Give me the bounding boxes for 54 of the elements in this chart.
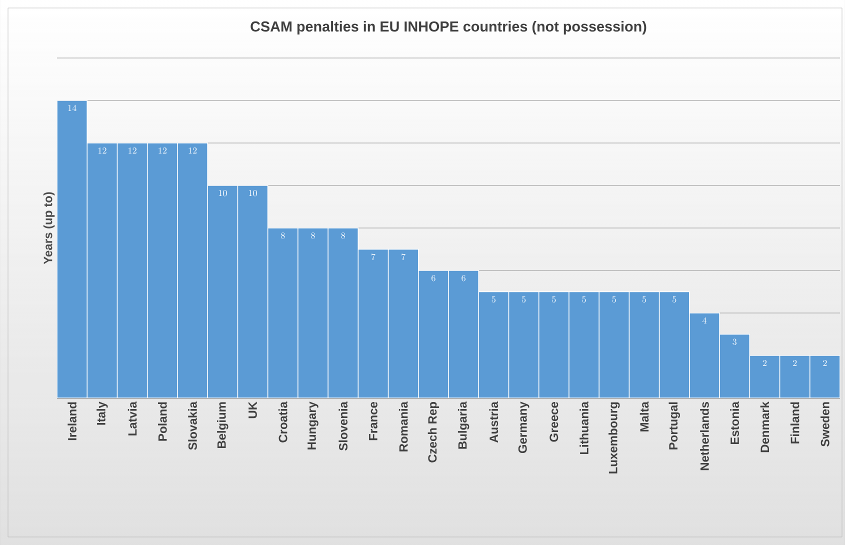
x-tick-label: Slovenia [338, 401, 348, 451]
data-label: 5 [642, 296, 646, 302]
x-tick-label: Belgium [217, 402, 228, 448]
x-tick-label: Latvia [128, 401, 137, 436]
data-label: 7 [402, 254, 406, 260]
x-tick-label: Czech Rep [428, 402, 440, 462]
x-tick-label: Sweden [820, 402, 830, 447]
data-label: 8 [311, 232, 315, 239]
data-label: 12 [188, 148, 197, 154]
x-tick-label: Croatia [278, 401, 288, 442]
x-tick-label: Austria [489, 401, 498, 443]
data-label: 6 [462, 275, 466, 282]
chart-title: CSAM penalties in EU INHOPE countries (not possession) [250, 21, 646, 34]
data-label: 12 [98, 148, 106, 154]
data-label: 8 [280, 232, 285, 239]
data-label: 5 [582, 296, 586, 302]
x-tick-label: Portugal [668, 402, 680, 450]
x-tick-label: Romania [398, 401, 408, 452]
y-axis-title: Years (up to) [43, 192, 55, 264]
data-label: 4 [702, 317, 707, 324]
data-label: 10 [248, 190, 258, 196]
data-label: 10 [218, 190, 227, 196]
x-tick-label: Poland [158, 402, 167, 441]
x-tick-label: Estonia [730, 401, 739, 444]
data-label: 8 [341, 232, 346, 239]
data-label: 3 [732, 338, 737, 345]
data-label: 7 [371, 254, 376, 260]
x-tick-label: Netherlands [700, 402, 709, 470]
x-tick-label: Luxembourg [608, 402, 620, 474]
x-tick-label: Germany [518, 402, 530, 454]
data-label: 2 [762, 360, 767, 366]
x-tick-label: Greece [550, 402, 558, 442]
data-label: 5 [492, 296, 496, 302]
data-label: 6 [432, 275, 436, 282]
data-label: 5 [552, 296, 556, 302]
x-tick-label: Finland [790, 402, 800, 444]
x-tick-label: Malta [640, 401, 649, 432]
data-label: 12 [128, 148, 136, 154]
data-label: 12 [158, 148, 167, 154]
x-tick-label: Lithuania [580, 401, 588, 454]
x-tick-label: Hungary [308, 402, 318, 450]
x-tick-label: Ireland [68, 402, 76, 440]
data-label: 2 [823, 360, 827, 366]
data-label: 5 [672, 296, 676, 302]
data-label: 5 [612, 296, 616, 302]
x-tick-label: Bulgaria [458, 401, 470, 449]
data-label: 2 [792, 360, 797, 366]
x-tick-label: UK [248, 402, 257, 418]
x-tick-label: Slovakia [188, 401, 197, 450]
x-tick-label: France [369, 402, 378, 440]
x-tick-label: Denmark [760, 402, 770, 452]
data-label: 14 [68, 104, 76, 112]
x-tick-label: Italy [96, 402, 108, 425]
data-label: 5 [522, 296, 526, 302]
